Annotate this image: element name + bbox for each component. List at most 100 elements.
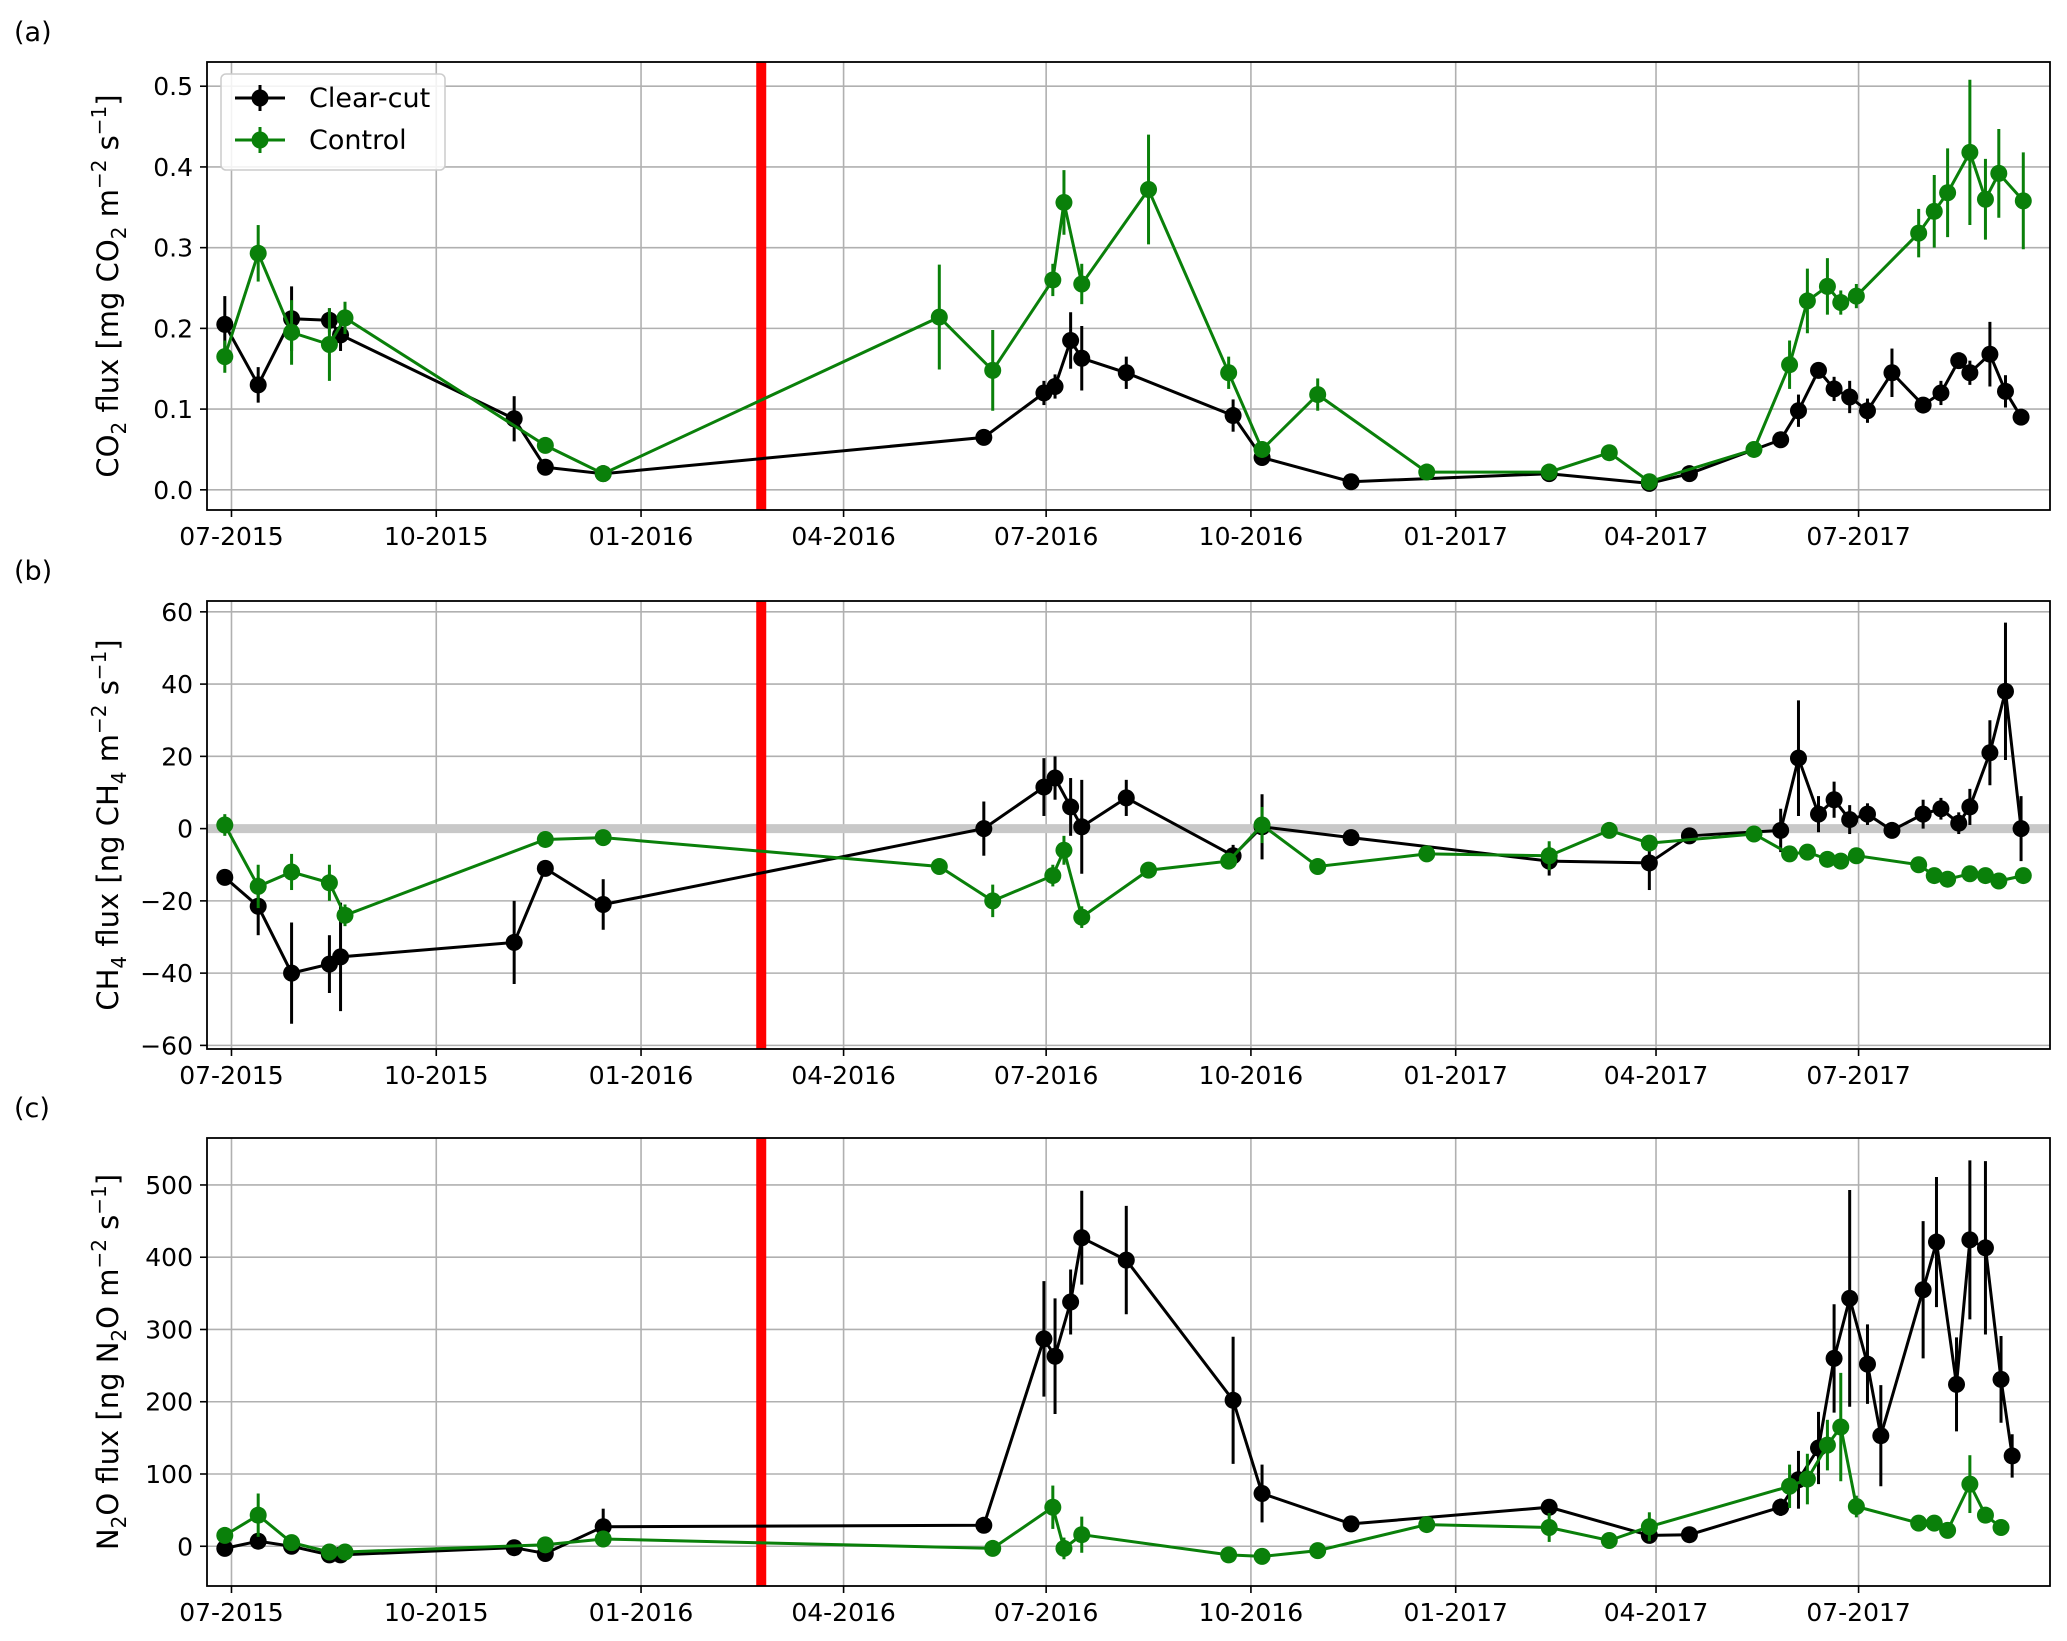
data-point (2003, 1447, 2021, 1465)
plot-area (216, 1160, 2021, 1565)
data-point (336, 906, 354, 924)
series-line (224, 1235, 2014, 1557)
y-axis-label-part: ] (91, 94, 125, 105)
x-tick-label: 10-2016 (1199, 522, 1303, 551)
x-tick-label: 07-2017 (1806, 1598, 1910, 1627)
data-point (1976, 867, 1994, 885)
data-point (1789, 402, 1807, 420)
data-point (1253, 1485, 1271, 1503)
y-axis-label: N2O flux [ng N2O m−2 s−1] (87, 1174, 131, 1550)
data-point (2012, 820, 2030, 838)
y-axis-label-part: s (91, 135, 125, 159)
panel-label: (a) (14, 17, 52, 48)
y-tick-label: 300 (145, 1315, 193, 1344)
data-point (1224, 1391, 1242, 1409)
data-point (320, 874, 338, 892)
y-axis-label-part: N (91, 1528, 125, 1550)
data-point (1309, 858, 1327, 876)
x-tick-label: 01-2016 (589, 522, 693, 551)
data-point (283, 863, 301, 881)
data-point (1540, 1518, 1558, 1536)
data-point (1540, 463, 1558, 481)
y-axis-label-part: 2 (107, 422, 131, 435)
series-line (224, 1423, 2002, 1558)
y-axis-label-part: −1 (87, 1185, 111, 1214)
data-point (1055, 841, 1073, 859)
legend-label: Clear-cut (309, 83, 430, 114)
data-point (1961, 1475, 1979, 1493)
data-point (930, 858, 948, 876)
data-point (1073, 1526, 1091, 1544)
data-point (320, 1543, 338, 1561)
y-axis-label-part: 4 (107, 771, 131, 784)
data-point (1976, 1506, 1994, 1524)
data-point (216, 348, 234, 366)
y-tick-label: 400 (145, 1243, 193, 1272)
x-tick-label: 04-2016 (791, 522, 895, 551)
data-point (1600, 1531, 1618, 1549)
y-axis-label-part: −1 (87, 106, 111, 135)
y-tick-label: 0.5 (153, 72, 193, 101)
y-axis-label-part: −2 (87, 1239, 111, 1268)
data-point (249, 376, 267, 394)
data-point (1996, 682, 2014, 700)
data-point (984, 892, 1002, 910)
data-point (1981, 345, 1999, 363)
data-point (1640, 1518, 1658, 1536)
data-point (1035, 1330, 1053, 1348)
y-axis-label: CO2 flux [mg CO2 m−2 s−1] (87, 94, 131, 477)
data-point (1832, 852, 1850, 870)
data-point (536, 830, 554, 848)
legend-marker (251, 89, 269, 107)
data-point (336, 309, 354, 327)
data-point (1680, 827, 1698, 845)
data-point (1342, 1515, 1360, 1533)
data-point (1418, 845, 1436, 863)
legend-label: Control (309, 125, 407, 156)
data-point (283, 964, 301, 982)
y-axis-label-part: 2 (107, 227, 131, 240)
data-point (1939, 1521, 1957, 1539)
data-point (1680, 1526, 1698, 1544)
data-point (536, 436, 554, 454)
data-point (1220, 1546, 1238, 1564)
data-point (1798, 292, 1816, 310)
data-point (1858, 1355, 1876, 1373)
data-point (1600, 444, 1618, 462)
y-tick-label: 200 (145, 1388, 193, 1417)
data-point (1825, 380, 1843, 398)
panel-1: 07-2015 10-2015 01-2016 04-2016 07-2016 10-20… (14, 17, 2051, 551)
data-point (1745, 825, 1763, 843)
x-tick-label: 01-2017 (1403, 522, 1507, 551)
data-point (1883, 821, 1901, 839)
x-tick-label: 04-2016 (791, 1061, 895, 1090)
data-point (1992, 1518, 2010, 1536)
y-tick-label: −20 (140, 887, 193, 916)
data-point (1996, 382, 2014, 400)
data-point (1914, 396, 1932, 414)
y-axis-label-part: m (91, 189, 125, 226)
legend: Clear-cut Control (220, 73, 446, 171)
y-axis-label-part: s (91, 1215, 125, 1239)
data-point (594, 465, 612, 483)
y-tick-label: 60 (161, 598, 193, 627)
panel-label: (c) (14, 1093, 50, 1124)
data-point (1948, 1375, 1966, 1393)
data-point (249, 877, 267, 895)
data-point (1062, 331, 1080, 349)
data-point (1418, 463, 1436, 481)
y-tick-label: 0 (177, 1532, 193, 1561)
data-point (1939, 184, 1957, 202)
data-point (1939, 870, 1957, 888)
data-point (975, 428, 993, 446)
data-point (594, 895, 612, 913)
x-tick-label: 01-2016 (589, 1598, 693, 1627)
y-tick-label: 0.3 (153, 234, 193, 263)
x-tick-label: 10-2015 (384, 1061, 488, 1090)
y-axis-label-part: flux [ng CH (91, 784, 125, 956)
data-point (249, 1532, 267, 1550)
series-control (216, 806, 2032, 928)
data-point (1342, 473, 1360, 491)
x-tick-label: 01-2016 (589, 1061, 693, 1090)
y-axis-label-part: CO (91, 435, 125, 478)
